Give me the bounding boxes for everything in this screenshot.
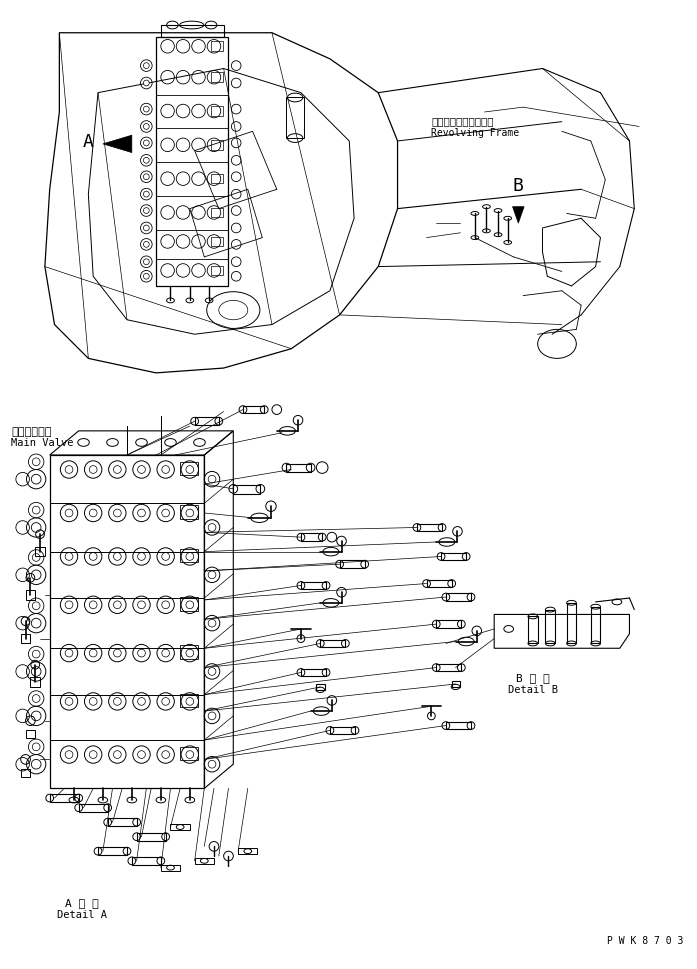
Bar bbox=[243, 406, 264, 414]
Bar bbox=[21, 769, 31, 777]
Bar bbox=[180, 747, 197, 761]
Circle shape bbox=[144, 226, 149, 232]
Circle shape bbox=[144, 208, 149, 214]
Bar bbox=[528, 616, 537, 643]
Circle shape bbox=[144, 174, 149, 180]
Bar bbox=[286, 464, 311, 473]
Bar bbox=[211, 237, 222, 247]
Text: A 詳 細: A 詳 細 bbox=[65, 897, 98, 907]
Bar bbox=[211, 74, 222, 83]
Bar bbox=[567, 604, 576, 643]
Bar bbox=[301, 534, 322, 542]
Bar bbox=[161, 864, 180, 870]
Bar bbox=[441, 553, 466, 561]
Bar bbox=[36, 547, 45, 557]
Text: B 詳 細: B 詳 細 bbox=[516, 672, 550, 682]
Bar bbox=[180, 506, 197, 519]
Text: Main Valve: Main Valve bbox=[11, 438, 74, 448]
Bar bbox=[301, 582, 326, 590]
Bar bbox=[194, 418, 219, 425]
Bar bbox=[98, 848, 127, 856]
Text: Detail A: Detail A bbox=[56, 909, 107, 919]
Bar bbox=[180, 694, 197, 707]
Bar bbox=[194, 859, 214, 863]
Text: メインバルブ: メインバルブ bbox=[11, 426, 52, 436]
Bar bbox=[21, 634, 31, 643]
Bar bbox=[31, 677, 40, 687]
Bar bbox=[211, 43, 222, 52]
Bar bbox=[591, 608, 601, 643]
Bar bbox=[180, 598, 197, 610]
Bar bbox=[452, 681, 460, 687]
Bar bbox=[330, 727, 355, 735]
Text: Detail B: Detail B bbox=[508, 684, 558, 694]
Bar bbox=[545, 610, 555, 643]
Bar bbox=[137, 833, 166, 841]
Bar bbox=[211, 266, 222, 276]
Bar bbox=[446, 722, 471, 730]
Bar bbox=[132, 858, 161, 864]
Circle shape bbox=[144, 242, 149, 248]
Bar bbox=[211, 174, 222, 184]
Bar bbox=[339, 561, 365, 569]
Text: P W K 8 7 0 3: P W K 8 7 0 3 bbox=[607, 935, 684, 945]
Bar bbox=[436, 664, 461, 672]
Bar bbox=[211, 108, 222, 116]
Bar bbox=[180, 462, 197, 476]
Bar bbox=[320, 640, 346, 647]
Circle shape bbox=[144, 274, 149, 280]
Bar bbox=[156, 38, 229, 287]
Bar bbox=[79, 804, 107, 812]
Bar bbox=[49, 455, 204, 789]
Bar bbox=[171, 825, 190, 830]
Bar bbox=[211, 208, 222, 218]
Circle shape bbox=[144, 124, 149, 130]
Circle shape bbox=[144, 192, 149, 198]
Bar bbox=[238, 849, 257, 855]
Text: A: A bbox=[83, 133, 94, 151]
Bar bbox=[26, 591, 36, 601]
Bar bbox=[427, 580, 452, 588]
Bar bbox=[316, 684, 325, 690]
Polygon shape bbox=[103, 136, 132, 153]
Bar bbox=[180, 549, 197, 563]
Bar bbox=[180, 645, 197, 659]
Polygon shape bbox=[512, 207, 524, 224]
Bar bbox=[107, 819, 137, 827]
Circle shape bbox=[144, 64, 149, 70]
Bar bbox=[211, 141, 222, 150]
Bar bbox=[233, 485, 261, 494]
Bar bbox=[286, 99, 304, 139]
Circle shape bbox=[144, 158, 149, 164]
Text: B: B bbox=[513, 177, 523, 195]
Bar bbox=[436, 620, 461, 628]
Circle shape bbox=[144, 260, 149, 266]
Circle shape bbox=[144, 81, 149, 87]
Bar bbox=[301, 669, 326, 676]
Bar bbox=[26, 731, 36, 738]
Circle shape bbox=[144, 108, 149, 112]
Bar bbox=[446, 594, 471, 602]
Text: レボルビングフレーム: レボルビングフレーム bbox=[431, 115, 494, 126]
Text: Revolving Frame: Revolving Frame bbox=[431, 128, 519, 139]
Bar bbox=[161, 26, 224, 38]
Bar bbox=[417, 524, 442, 532]
Bar bbox=[49, 795, 79, 802]
Circle shape bbox=[144, 141, 149, 146]
